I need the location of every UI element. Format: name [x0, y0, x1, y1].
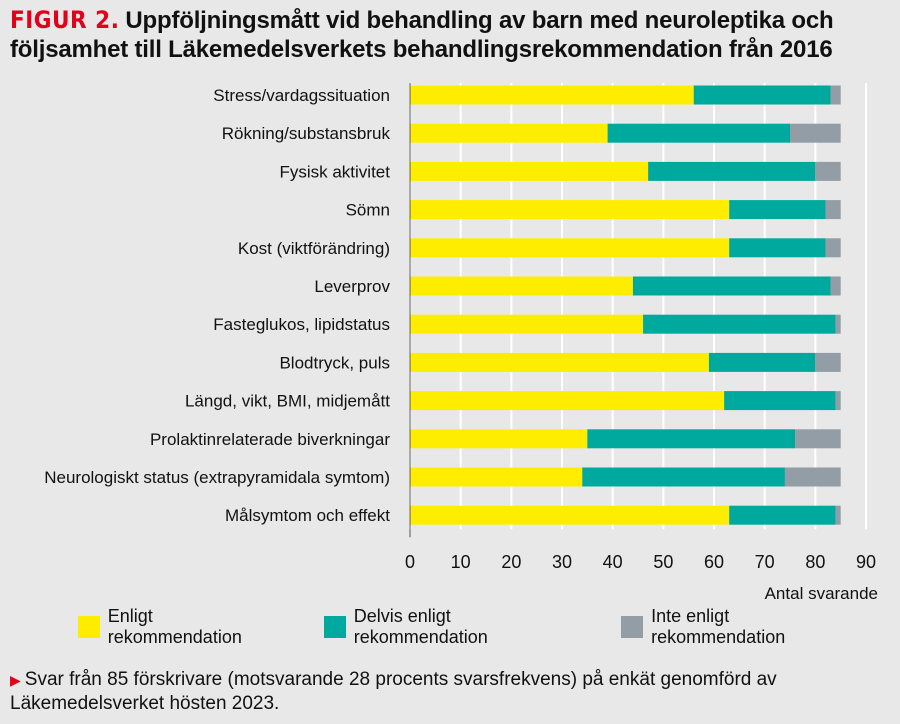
- category-label-10: Neurologiskt status (extrapyramidala sym…: [44, 468, 390, 487]
- bar-delvis-10: [582, 467, 785, 487]
- category-label-0: Stress/vardagssituation: [213, 86, 390, 105]
- bar-inte-11: [835, 505, 841, 525]
- x-tick-label-50: 50: [653, 552, 673, 572]
- legend-item-inte: Inte enligt rekommendation: [621, 606, 866, 648]
- legend-swatch-enligt: [78, 616, 100, 638]
- bar-enligt-1: [410, 123, 608, 143]
- category-label-3: Sömn: [346, 201, 390, 220]
- bar-enligt-10: [410, 467, 583, 487]
- bar-inte-0: [830, 85, 841, 105]
- legend: Enligt rekommendation Delvis enligt reko…: [78, 606, 900, 647]
- legend-item-enligt: Enligt rekommendation: [78, 606, 290, 648]
- bar-delvis-9: [587, 429, 796, 449]
- x-axis-label: Antal svarande: [765, 584, 878, 603]
- chart-title: FIGUR 2. Uppföljningsmått vid behandling …: [10, 6, 890, 64]
- bar-delvis-6: [643, 314, 836, 334]
- x-tick-label-40: 40: [603, 552, 623, 572]
- bar-enligt-0: [410, 85, 694, 105]
- legend-label-inte: Inte enligt rekommendation: [651, 606, 786, 647]
- bar-delvis-4: [729, 238, 826, 258]
- bar-enligt-11: [410, 505, 730, 525]
- bar-enligt-6: [410, 314, 644, 334]
- bar-delvis-8: [724, 391, 836, 411]
- bar-inte-5: [830, 276, 841, 296]
- bar-delvis-7: [708, 352, 816, 372]
- category-label-5: Leverprov: [314, 277, 390, 296]
- category-label-2: Fysisk aktivitet: [279, 162, 390, 181]
- bar-enligt-5: [410, 276, 633, 296]
- category-label-1: Rökning/substansbruk: [222, 124, 391, 143]
- legend-swatch-delvis: [323, 616, 346, 638]
- category-label-4: Kost (viktförändring): [238, 239, 390, 258]
- x-tick-label-90: 90: [856, 552, 876, 572]
- bar-inte-10: [784, 467, 841, 487]
- x-tick-label-20: 20: [501, 552, 521, 572]
- legend-label-delvis: Delvis enligt rekommendation: [353, 606, 488, 647]
- x-tick-label-10: 10: [451, 552, 471, 572]
- x-tick-label-0: 0: [405, 552, 415, 572]
- bar-delvis-0: [693, 85, 831, 105]
- category-label-7: Blodtryck, puls: [279, 353, 390, 372]
- figure-label: FIGUR 2.: [10, 6, 120, 34]
- bar-enligt-8: [410, 391, 725, 411]
- category-label-8: Längd, vikt, BMI, midjemått: [185, 392, 390, 411]
- x-tick-label-30: 30: [552, 552, 572, 572]
- triangle-bullet-icon: ▶: [10, 672, 21, 688]
- bar-enligt-2: [410, 161, 649, 181]
- category-label-6: Fasteglukos, lipidstatus: [213, 315, 390, 334]
- bar-inte-6: [835, 314, 841, 334]
- bar-inte-7: [815, 352, 841, 372]
- bar-inte-3: [825, 200, 841, 220]
- bar-delvis-2: [648, 161, 816, 181]
- legend-item-delvis: Delvis enligt rekommendation: [323, 606, 587, 648]
- footnote: ▶ Svar från 85 förskrivare (motsvarande 2…: [10, 668, 870, 716]
- bar-inte-8: [835, 391, 841, 411]
- category-label-11: Målsymtom och effekt: [225, 506, 390, 525]
- x-tick-label-60: 60: [704, 552, 724, 572]
- bar-enligt-9: [410, 429, 588, 449]
- bar-inte-2: [815, 161, 841, 181]
- x-tick-label-70: 70: [755, 552, 775, 572]
- bar-delvis-3: [729, 200, 826, 220]
- x-tick-label-80: 80: [805, 552, 825, 572]
- bar-enligt-4: [410, 238, 730, 258]
- bar-enligt-3: [410, 200, 730, 220]
- stacked-bar-chart: Stress/vardagssituation Rökning/substansb…: [44, 83, 878, 603]
- bar-inte-1: [790, 123, 841, 143]
- legend-swatch-inte: [621, 616, 644, 638]
- bar-inte-9: [795, 429, 841, 449]
- legend-label-enligt: Enligt rekommendation: [107, 606, 242, 647]
- bar-delvis-5: [632, 276, 831, 296]
- bar-inte-4: [825, 238, 841, 258]
- bar-delvis-11: [729, 505, 836, 525]
- figure-title: Uppföljningsmått vid behandling av barn …: [10, 7, 834, 63]
- bar-enligt-7: [410, 352, 709, 372]
- category-label-9: Prolaktinrelaterade biverkningar: [150, 430, 390, 449]
- footnote-text: Svar från 85 förskrivare (motsvarande 28…: [10, 669, 777, 714]
- bar-delvis-1: [607, 123, 790, 143]
